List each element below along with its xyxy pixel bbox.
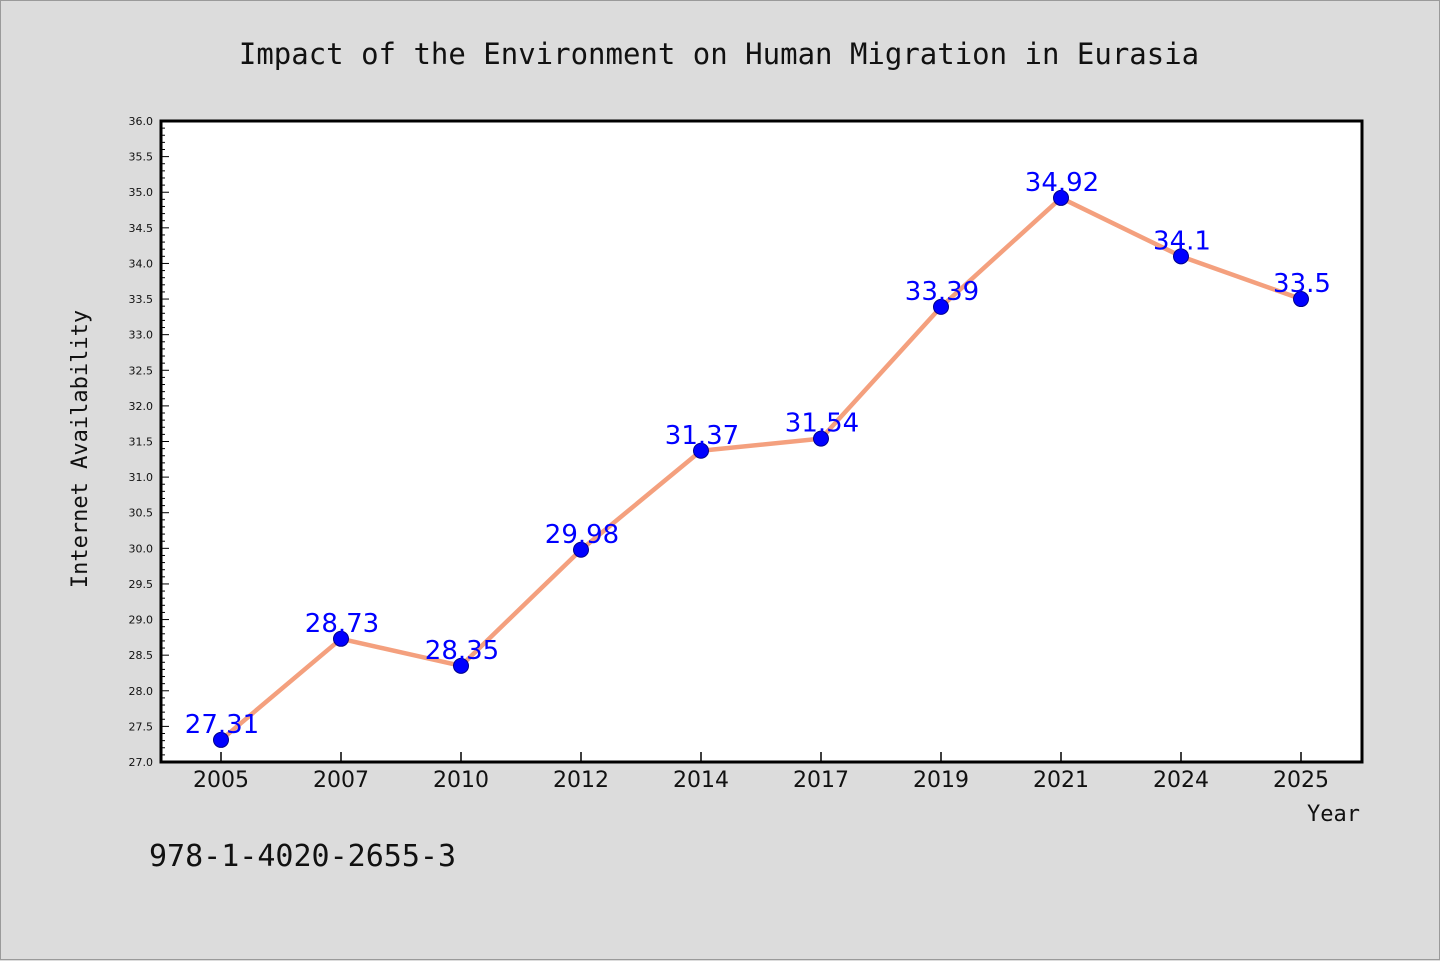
y-tick-label: 34.5 <box>129 222 154 235</box>
y-tick-label: 32.5 <box>129 364 154 377</box>
x-axis-label: Year <box>1307 802 1360 827</box>
y-tick-label: 29.0 <box>129 614 154 627</box>
data-label: 28.73 <box>305 609 379 639</box>
data-point-marker <box>933 298 949 315</box>
y-axis: 27.0 27.5 28.0 28.5 29.0 29.5 30.0 30.5 31.0 31.5… <box>129 115 169 769</box>
x-axis: 2005 2007 2010 2012 2014 2017 2019 2021 2024 2025 <box>193 752 1329 793</box>
y-tick-label: 33.5 <box>129 293 154 306</box>
x-tick-label: 2005 <box>193 768 249 793</box>
chart-title: Impact of the Environment on Human Migra… <box>239 37 1199 71</box>
data-label: 34.1 <box>1153 226 1211 256</box>
data-point-marker <box>453 657 469 674</box>
y-tick-label: 35.5 <box>129 151 154 164</box>
data-label: 34.92 <box>1025 168 1099 198</box>
data-label: 31.54 <box>785 409 859 439</box>
y-tick-label: 31.0 <box>129 471 154 484</box>
data-label: 33.39 <box>905 277 979 307</box>
data-point-marker <box>693 442 709 459</box>
y-tick-label: 34.0 <box>129 257 154 270</box>
x-tick-label: 2017 <box>793 768 849 793</box>
y-tick-label: 28.0 <box>129 685 154 698</box>
data-label: 33.5 <box>1273 269 1331 299</box>
y-axis-label: Internet Availability <box>68 310 93 588</box>
x-tick-label: 2021 <box>1033 768 1089 793</box>
x-tick-label: 2024 <box>1153 768 1209 793</box>
y-tick-label: 28.5 <box>129 649 154 662</box>
x-tick-label: 2014 <box>673 768 729 793</box>
x-tick-label: 2025 <box>1273 768 1329 793</box>
x-tick-label: 2010 <box>433 768 489 793</box>
y-tick-label: 30.0 <box>129 542 154 555</box>
data-point-marker <box>813 430 829 447</box>
data-point-marker <box>1293 291 1309 308</box>
y-tick-label: 35.0 <box>129 186 154 199</box>
y-tick-label: 32.0 <box>129 400 154 413</box>
y-tick-label: 33.0 <box>129 329 154 342</box>
data-point-marker <box>333 630 349 647</box>
y-tick-label: 30.5 <box>129 507 154 520</box>
data-label: 31.37 <box>665 421 739 451</box>
data-point-marker <box>1053 189 1069 206</box>
series-line <box>219 195 1302 742</box>
series-line-group: 27.31 28.73 28.35 29.98 31.37 31.54 33.39 34.92… <box>185 168 1331 748</box>
data-label: 27.31 <box>185 710 259 740</box>
isbn-annotation: 978-1-4020-2655-3 <box>149 839 456 874</box>
data-point-marker <box>1173 248 1189 265</box>
plot-area <box>159 119 1364 764</box>
data-label: 28.35 <box>425 636 499 666</box>
y-tick-label: 27.5 <box>129 720 154 733</box>
y-tick-label: 36.0 <box>129 115 154 128</box>
x-tick-label: 2019 <box>913 768 969 793</box>
data-point-marker <box>573 541 589 558</box>
data-point-marker <box>213 731 229 748</box>
data-label: 29.98 <box>545 520 619 550</box>
y-tick-label: 27.0 <box>129 756 154 769</box>
y-tick-label: 31.5 <box>129 436 154 449</box>
y-tick-label: 29.5 <box>129 578 154 591</box>
x-tick-label: 2007 <box>313 768 369 793</box>
x-tick-label: 2012 <box>553 768 609 793</box>
